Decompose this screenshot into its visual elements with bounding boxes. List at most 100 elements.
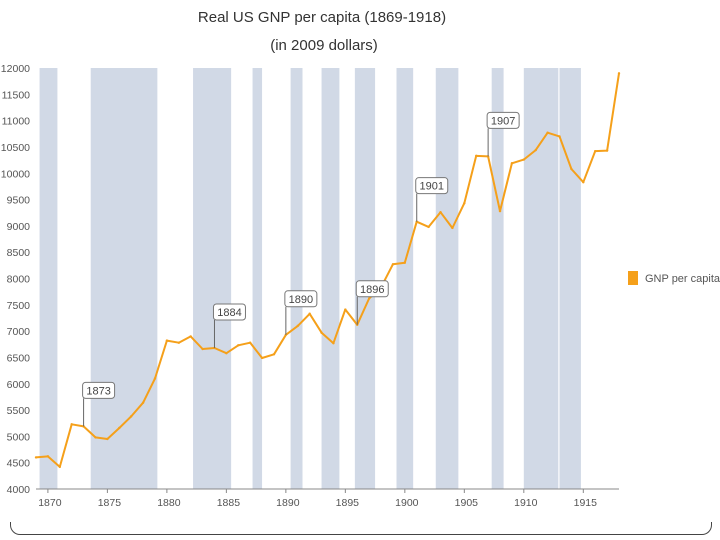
y-tick-label-10500: 10500 xyxy=(1,142,30,154)
recession-band-4 xyxy=(290,68,303,489)
y-tick-label-12000: 12000 xyxy=(1,63,30,75)
chart-title: Real US GNP per capita (1869-1918) xyxy=(198,9,446,26)
recession-band-9 xyxy=(491,68,504,489)
data-point-1877 xyxy=(129,415,133,418)
recession-band-6 xyxy=(354,68,376,489)
x-tick-label-1900: 1900 xyxy=(395,497,419,509)
data-point-1916 xyxy=(594,149,597,153)
annotation-label-1884: 1884 xyxy=(217,307,241,319)
data-point-1888 xyxy=(260,356,264,360)
series-line-0 xyxy=(35,73,620,468)
annotations: 1873 1884 1890 1896 1901 1907 xyxy=(82,111,520,427)
data-point-1902 xyxy=(427,225,430,229)
annotation-box-1901 xyxy=(415,177,449,195)
data-point-1875 xyxy=(106,437,109,441)
x-tick-label-1890: 1890 xyxy=(276,497,300,509)
data-point-1913 xyxy=(558,135,561,138)
x-tick-label-1895: 1895 xyxy=(336,497,360,509)
data-point-1886 xyxy=(237,344,240,347)
legend: GNP per capita xyxy=(628,271,720,285)
y-tick-label-11500: 11500 xyxy=(2,89,31,101)
bottom-frame xyxy=(10,522,712,535)
data-point-1881 xyxy=(177,341,180,344)
data-point-1892 xyxy=(308,312,311,315)
recession-band-10 xyxy=(523,68,559,489)
data-point-1910 xyxy=(522,158,526,161)
annotation-box-1873 xyxy=(82,381,116,399)
axes: 4000 4500 5000 5500 6000 6500 7000 7500 8000 8500… xyxy=(1,63,619,509)
data-point-1882 xyxy=(189,335,192,338)
data-point-1911 xyxy=(534,148,537,152)
series-layer xyxy=(34,72,621,469)
data-point-1889 xyxy=(272,353,276,356)
chart-subtitle: (in 2009 dollars) xyxy=(270,37,378,54)
recession-bands xyxy=(39,68,581,489)
x-tick-label-1915: 1915 xyxy=(574,497,598,509)
data-point-1899 xyxy=(391,263,395,266)
y-tick-label-6500: 6500 xyxy=(7,352,31,364)
annotation-label-1896: 1896 xyxy=(360,284,384,296)
recession-band-1 xyxy=(90,68,158,489)
data-point-1895 xyxy=(344,308,347,311)
annotation-label-1901: 1901 xyxy=(419,181,443,193)
data-point-1876 xyxy=(118,426,121,430)
recession-band-8 xyxy=(435,68,459,489)
data-point-1894 xyxy=(332,342,335,345)
data-point-1914 xyxy=(570,167,573,171)
data-point-1906 xyxy=(475,154,478,158)
y-tick-label-8000: 8000 xyxy=(7,274,31,286)
data-point-1872 xyxy=(70,423,73,426)
annotation-box-1884 xyxy=(212,303,246,321)
recession-band-5 xyxy=(321,68,340,489)
recession-band-0 xyxy=(39,68,58,489)
data-point-1917 xyxy=(605,149,609,152)
annotation-box-1907 xyxy=(486,111,520,129)
y-tick-label-9500: 9500 xyxy=(7,195,31,207)
recession-band-7 xyxy=(396,68,414,489)
data-point-1904 xyxy=(451,226,454,230)
y-tick-label-9000: 9000 xyxy=(7,221,31,233)
annotation-label-1907: 1907 xyxy=(491,115,515,127)
data-point-1900 xyxy=(403,261,407,264)
data-point-1885 xyxy=(225,352,228,355)
y-tick-label-4500: 4500 xyxy=(7,458,31,470)
data-point-1915 xyxy=(582,180,585,184)
data-point-1908 xyxy=(498,209,502,213)
recession-band-11 xyxy=(559,68,581,489)
legend-swatch xyxy=(628,271,638,285)
data-point-1891 xyxy=(296,324,299,328)
y-tick-label-10000: 10000 xyxy=(1,168,30,180)
y-tick-label-11000: 11000 xyxy=(2,116,31,128)
data-point-1879 xyxy=(153,377,157,380)
legend-label: GNP per capita xyxy=(645,273,720,285)
y-tick-label-6000: 6000 xyxy=(7,379,31,391)
data-point-1912 xyxy=(546,131,549,134)
data-point-1918 xyxy=(617,72,621,75)
data-point-1870 xyxy=(46,455,50,458)
data-point-1897 xyxy=(367,297,371,300)
annotation-label-1890: 1890 xyxy=(289,294,313,306)
data-point-1869 xyxy=(34,456,38,459)
annotation-box-1890 xyxy=(284,290,318,308)
y-tick-label-4000: 4000 xyxy=(7,484,31,496)
data-point-1909 xyxy=(510,162,514,165)
annotation-box-1896 xyxy=(355,280,389,298)
data-point-1887 xyxy=(248,341,252,344)
y-tick-label-5500: 5500 xyxy=(7,405,31,417)
x-tick-label-1910: 1910 xyxy=(514,497,538,509)
data-point-1880 xyxy=(165,339,169,342)
data-point-1893 xyxy=(320,331,323,334)
x-tick-label-1875: 1875 xyxy=(98,497,122,509)
x-tick-label-1870: 1870 xyxy=(38,497,62,509)
x-tick-label-1880: 1880 xyxy=(157,497,181,509)
data-point-1878 xyxy=(141,401,145,404)
x-tick-label-1905: 1905 xyxy=(455,497,479,509)
y-tick-label-7500: 7500 xyxy=(7,300,31,312)
data-point-1874 xyxy=(94,436,97,439)
data-point-1905 xyxy=(463,202,466,205)
annotation-label-1873: 1873 xyxy=(86,385,110,397)
y-tick-label-7000: 7000 xyxy=(7,326,31,338)
data-point-1903 xyxy=(439,210,442,214)
data-point-1871 xyxy=(58,465,61,469)
